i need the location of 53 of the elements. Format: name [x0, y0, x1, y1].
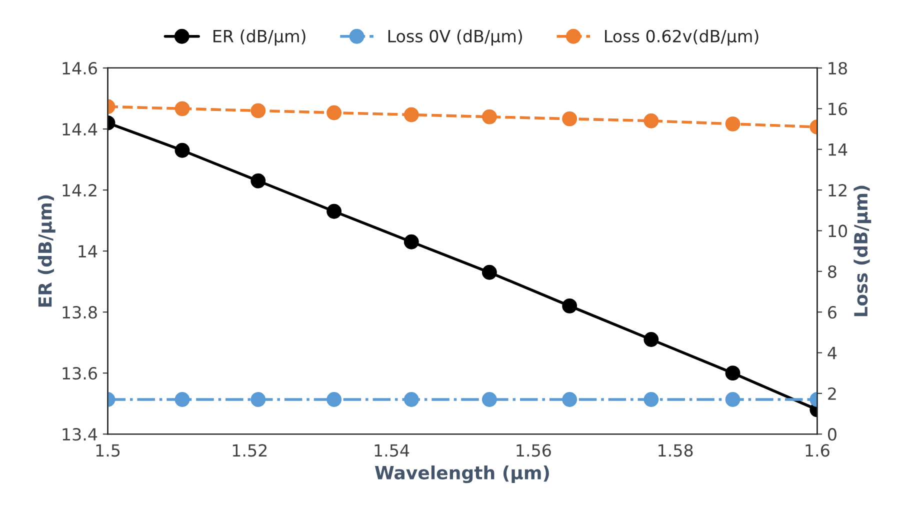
point: [326, 204, 342, 219]
y2-tick-label: 18: [828, 62, 847, 75]
point: [562, 298, 578, 314]
x-tick-label: 1.6: [806, 444, 830, 457]
point: [482, 392, 497, 407]
x-tick-label: 1.52: [232, 444, 267, 457]
point: [725, 366, 740, 381]
legend-label: ER (dB/µm): [214, 30, 306, 46]
point: [250, 392, 266, 407]
y2-tick-label: 2: [828, 387, 836, 400]
point: [725, 116, 740, 132]
point: [562, 392, 578, 407]
y2-tick-label: 16: [828, 102, 848, 116]
y-tick-label: 14.4: [62, 123, 98, 136]
point: [174, 101, 190, 116]
point: [482, 109, 497, 124]
y-tick-label: 14.2: [62, 184, 96, 196]
y2-tick-label: 4: [828, 346, 837, 360]
point: [644, 332, 659, 347]
point: [174, 392, 190, 407]
x-tick-label: 1.5: [96, 444, 120, 457]
point: [404, 392, 419, 407]
point: [404, 234, 419, 250]
y-tick-label: 13.6: [62, 367, 97, 380]
y-tick-label: 14.6: [62, 62, 97, 75]
point: [644, 113, 659, 128]
legend-label: Loss 0V (dB/µm): [388, 30, 522, 46]
point: [404, 107, 419, 122]
point: [725, 392, 740, 407]
point: [644, 392, 659, 407]
y-axis-title: ER (dB/µm): [38, 195, 56, 307]
point: [326, 105, 342, 120]
y2-tick-label: 14: [828, 144, 848, 156]
point: [250, 103, 266, 118]
y2-tick-label: 12: [828, 184, 846, 196]
x-axis-title: Wavelength (µm): [374, 466, 549, 484]
y-tick-label: 13.4: [62, 428, 98, 441]
legend-label: Loss 0.62v(dB/µm): [605, 30, 758, 46]
y-tick-label: 13.8: [62, 306, 97, 319]
point: [482, 264, 497, 280]
y2-tick-label: 0: [828, 428, 836, 441]
y2-tick-label: 10: [828, 224, 848, 238]
point: [174, 142, 190, 158]
y2-axis-title: Loss (dB/µm): [854, 186, 872, 316]
x-tick-label: 1.56: [516, 444, 551, 457]
point: [326, 392, 342, 407]
x-tick-label: 1.58: [658, 444, 693, 457]
y2-tick-label: 6: [828, 306, 836, 319]
point: [250, 173, 266, 188]
y2-tick-label: 8: [828, 265, 836, 278]
point: [562, 111, 578, 126]
x-tick-label: 1.54: [374, 444, 410, 457]
y-tick-label: 14: [78, 245, 98, 258]
